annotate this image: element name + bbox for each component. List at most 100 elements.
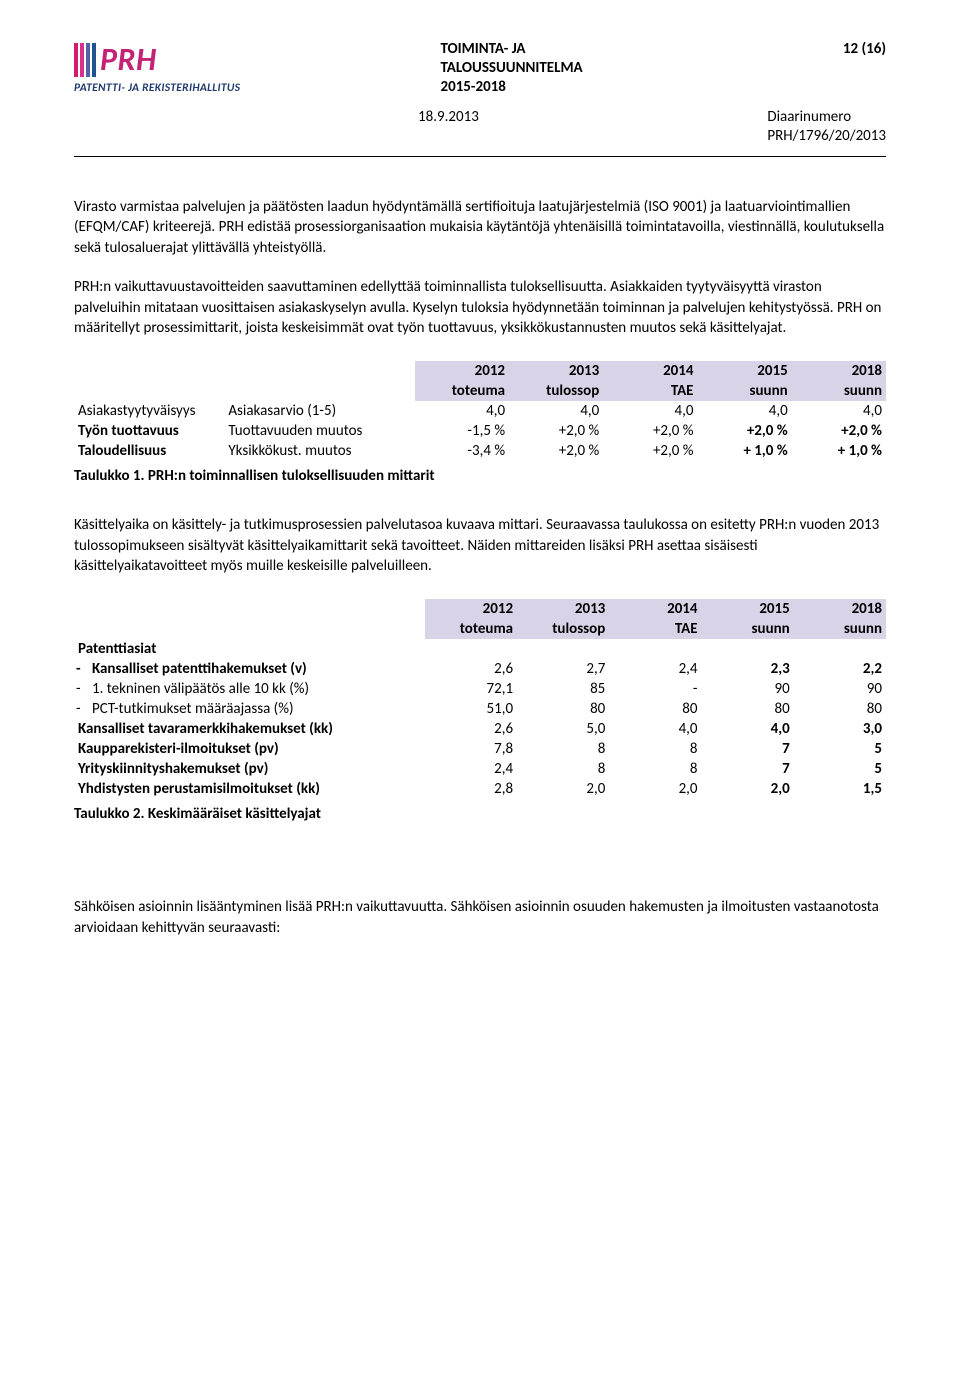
t1-sub-4: suunn: [792, 381, 886, 401]
t2-val: 8: [609, 739, 701, 759]
t1-cat: Taloudellisuus: [74, 441, 224, 461]
t1-cat: Työn tuottavuus: [74, 421, 224, 441]
t1-val: +2,0 %: [509, 441, 603, 461]
t1-val: + 1,0 %: [697, 441, 791, 461]
t2-val: [702, 639, 794, 659]
t2-val: 51,0: [425, 699, 517, 719]
t1-val: 4,0: [697, 401, 791, 421]
doc-title-line2: TALOUSSUUNNITELMA: [440, 59, 582, 77]
logo-tagline: PATENTTI- JA REKISTERIHALLITUS: [74, 81, 240, 95]
doc-title-line3: 2015-2018: [440, 78, 505, 96]
table-row: Kaupparekisteri-ilmoitukset (pv)7,88875: [74, 739, 886, 759]
t2-year-4: 2018: [794, 599, 886, 619]
t2-year-1: 2013: [517, 599, 609, 619]
t1-year-4: 2018: [792, 361, 886, 381]
t1-cat: Asiakastyytyväisyys: [74, 401, 224, 421]
t2-year-0: 2012: [425, 599, 517, 619]
t2-year-3: 2015: [702, 599, 794, 619]
t2-val: 7,8: [425, 739, 517, 759]
table-2: 2012 2013 2014 2015 2018 toteuma tulosso…: [74, 599, 886, 799]
t2-sub-0: toteuma: [425, 619, 517, 639]
t2-label: Patenttiasiat: [74, 639, 425, 659]
t2-val: [425, 639, 517, 659]
t1-val: +2,0 %: [603, 421, 697, 441]
table-row: Kansalliset tavaramerkkihakemukset (kk)2…: [74, 719, 886, 739]
t2-sub-4: suunn: [794, 619, 886, 639]
table-1-head: 2012 2013 2014 2015 2018 toteuma tulosso…: [74, 361, 886, 401]
page-header: PRH PATENTTI- JA REKISTERIHALLITUS TOIMI…: [74, 40, 886, 96]
table-row: PCT-tutkimukset määräajassa (%)51,080808…: [74, 699, 886, 719]
t2-sub-1: tulossop: [517, 619, 609, 639]
t2-val: 2,4: [609, 659, 701, 679]
t2-label: PCT-tutkimukset määräajassa (%): [74, 699, 425, 719]
t2-val: 2,4: [425, 759, 517, 779]
t1-val: +2,0 %: [792, 421, 886, 441]
t1-sub-3: suunn: [697, 381, 791, 401]
diary-label: Diaarinumero: [767, 108, 851, 126]
t2-val: -: [609, 679, 701, 699]
t2-val: 2,0: [702, 779, 794, 799]
table-row: AsiakastyytyväisyysAsiakasarvio (1-5)4,0…: [74, 401, 886, 421]
t2-sub-3: suunn: [702, 619, 794, 639]
t2-val: 2,3: [702, 659, 794, 679]
t2-val: 5,0: [517, 719, 609, 739]
logo-block: PRH PATENTTI- JA REKISTERIHALLITUS: [74, 40, 240, 95]
t2-val: 2,2: [794, 659, 886, 679]
t1-val: 4,0: [792, 401, 886, 421]
t2-val: 80: [609, 699, 701, 719]
t2-val: 5: [794, 739, 886, 759]
t1-val: +2,0 %: [509, 421, 603, 441]
paragraph-1: Virasto varmistaa palvelujen ja päätöste…: [74, 197, 886, 259]
logo-text: PRH: [100, 40, 157, 79]
logo-bars-icon: [74, 43, 98, 77]
t1-year-1: 2013: [509, 361, 603, 381]
t1-val: -1,5 %: [415, 421, 509, 441]
t2-val: 7: [702, 759, 794, 779]
table-row: Yrityskiinnityshakemukset (pv)2,48875: [74, 759, 886, 779]
table-row: Työn tuottavuusTuottavuuden muutos-1,5 %…: [74, 421, 886, 441]
t2-val: 2,6: [425, 659, 517, 679]
t2-label: Kansalliset patenttihakemukset (v): [74, 659, 425, 679]
doc-date: 18.9.2013: [418, 108, 479, 146]
t1-sub-2: TAE: [603, 381, 697, 401]
doc-title-line1: TOIMINTA- JA: [440, 40, 525, 58]
t1-sub-0: toteuma: [415, 381, 509, 401]
diary-block: Diaarinumero PRH/1796/20/2013: [767, 108, 886, 146]
paragraph-3: Käsittelyaika on käsittely- ja tutkimusp…: [74, 515, 886, 577]
t2-label: Kansalliset tavaramerkkihakemukset (kk): [74, 719, 425, 739]
t2-val: 90: [702, 679, 794, 699]
t2-val: [609, 639, 701, 659]
t1-val: + 1,0 %: [792, 441, 886, 461]
header-sub: 18.9.2013 Diaarinumero PRH/1796/20/2013: [74, 108, 886, 146]
t2-val: 80: [794, 699, 886, 719]
t1-val: +2,0 %: [697, 421, 791, 441]
t2-val: 3,0: [794, 719, 886, 739]
t2-val: 2,6: [425, 719, 517, 739]
t2-val: 5: [794, 759, 886, 779]
t1-metric: Tuottavuuden muutos: [224, 421, 414, 441]
t2-year-2: 2014: [609, 599, 701, 619]
t1-val: +2,0 %: [603, 441, 697, 461]
logo: PRH: [74, 40, 157, 79]
t2-val: 8: [517, 759, 609, 779]
t1-val: 4,0: [603, 401, 697, 421]
table-2-body: PatenttiasiatKansalliset patenttihakemuk…: [74, 639, 886, 799]
t2-val: 80: [517, 699, 609, 719]
t1-val: 4,0: [415, 401, 509, 421]
table-1-caption: Taulukko 1. PRH:n toiminnallisen tulokse…: [74, 467, 886, 485]
t2-val: [794, 639, 886, 659]
t2-label: 1. tekninen välipäätös alle 10 kk (%): [74, 679, 425, 699]
t2-val: 7: [702, 739, 794, 759]
t2-val: 90: [794, 679, 886, 699]
t2-val: 2,8: [425, 779, 517, 799]
paragraph-2: PRH:n vaikuttavuustavoitteiden saavuttam…: [74, 277, 886, 339]
table-1: 2012 2013 2014 2015 2018 toteuma tulosso…: [74, 361, 886, 461]
doc-title: TOIMINTA- JA TALOUSSUUNNITELMA 2015-2018: [440, 40, 582, 96]
t2-val: 72,1: [425, 679, 517, 699]
table-row: Yhdistysten perustamisilmoitukset (kk)2,…: [74, 779, 886, 799]
t1-year-3: 2015: [697, 361, 791, 381]
page-number: 12 (16): [843, 40, 886, 58]
t2-val: 8: [609, 759, 701, 779]
t2-val: 85: [517, 679, 609, 699]
table-row: TaloudellisuusYksikkökust. muutos-3,4 %+…: [74, 441, 886, 461]
